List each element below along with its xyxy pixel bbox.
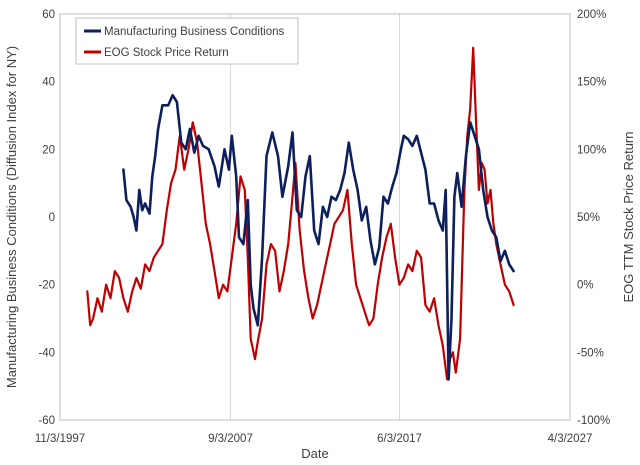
x-tick-label: 6/3/2017 <box>377 433 422 445</box>
legend-label-eog: EOG Stock Price Return <box>104 47 229 59</box>
x-axis-tick-labels: 11/3/1997 9/3/2007 6/3/2017 4/3/2027 <box>35 433 593 445</box>
right-tick-label: 100% <box>577 144 606 156</box>
right-tick-label: -50% <box>577 347 604 359</box>
right-tick-label: 50% <box>577 212 600 224</box>
right-axis-title: EOG TTM Stock Price Return <box>621 132 636 303</box>
left-tick-label: 20 <box>42 144 55 156</box>
left-axis-title: Manufacturing Business Conditions (Diffu… <box>4 46 19 388</box>
x-axis-title: Date <box>301 446 328 461</box>
x-tick-label: 4/3/2027 <box>548 433 593 445</box>
series-line-manufacturing <box>122 93 515 381</box>
x-tick-label: 9/3/2007 <box>208 433 253 445</box>
vertical-gridlines <box>229 14 401 420</box>
left-axis-tick-labels: -60 -40 -20 0 20 40 60 <box>38 9 55 427</box>
left-tick-label: -20 <box>38 280 55 292</box>
legend: Manufacturing Business Conditions EOG St… <box>75 17 299 65</box>
x-tick-label: 11/3/1997 <box>35 433 85 445</box>
plot-area-border <box>59 13 571 421</box>
right-tick-label: 150% <box>577 77 606 89</box>
series-line-eog <box>86 46 515 381</box>
right-tick-label: 200% <box>577 9 606 21</box>
left-tick-label: 60 <box>42 9 55 21</box>
right-axis-tick-labels: -100% -50% 0% 50% 100% 150% 200% <box>577 9 610 427</box>
series-layer <box>86 46 515 381</box>
left-tick-label: -40 <box>38 347 55 359</box>
right-tick-label: -100% <box>577 415 610 427</box>
left-tick-label: 0 <box>49 212 55 224</box>
left-tick-label: -60 <box>38 415 55 427</box>
legend-box <box>75 17 299 65</box>
right-tick-label: 0% <box>577 280 594 292</box>
left-tick-label: 40 <box>42 77 55 89</box>
legend-label-manufacturing: Manufacturing Business Conditions <box>104 26 285 38</box>
